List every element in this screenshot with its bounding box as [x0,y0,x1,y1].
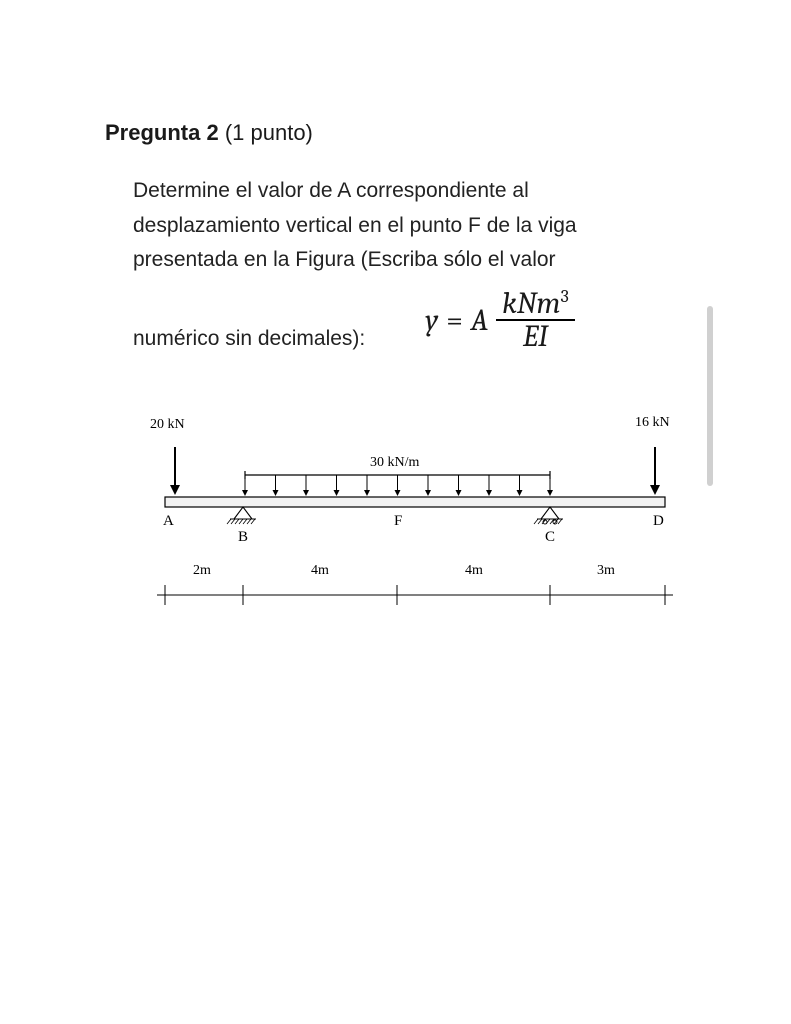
load-left-label: 20 kN [150,417,185,433]
dim-label-2: 4m [465,563,483,579]
body-line-1: Determine el valor de A correspondiente … [133,174,701,209]
equation: y = A kNm3 EI [425,288,575,353]
distributed-load-label: 30 kN/m [370,455,419,471]
node-label-C: C [545,529,555,546]
beam-diagram: 20 kN 16 kN 30 kN/m A B F C D 2m 4m 4m 3… [145,405,685,635]
question-points: (1 punto) [225,120,313,145]
eq-lhs: y [425,303,438,338]
load-right-label: 16 kN [635,415,670,431]
eq-numerator: kNm3 [496,288,575,322]
dim-label-0: 2m [193,563,211,579]
body-post: numérico sin decimales): [133,322,365,363]
eq-sign: = [446,303,463,338]
node-label-A: A [163,513,174,530]
beam-diagram-wrap: 20 kN 16 kN 30 kN/m A B F C D 2m 4m 4m 3… [105,405,701,635]
eq-denominator: EI [517,321,554,353]
node-label-F: F [394,513,402,530]
dim-label-3: 3m [597,563,615,579]
equation-row: numérico sin decimales): y = A kNm3 EI [105,288,701,363]
question-label: Pregunta 2 [105,120,219,145]
body-line-2: desplazamiento vertical en el punto F de… [133,209,701,244]
node-label-D: D [653,513,664,530]
body-line-3: presentada en la Figura (Escriba sólo el… [133,243,701,278]
eq-coef: A [471,303,488,338]
dim-label-1: 4m [311,563,329,579]
scrollbar-indicator [707,306,713,486]
question-header: Pregunta 2 (1 punto) [105,120,701,146]
node-label-B: B [238,529,248,546]
beam-svg [145,405,685,635]
eq-fraction: kNm3 EI [496,288,575,353]
question-body: Determine el valor de A correspondiente … [105,174,701,278]
